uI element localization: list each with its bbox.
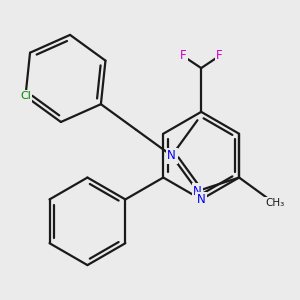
Text: N: N (197, 193, 206, 206)
Text: Cl: Cl (20, 91, 31, 101)
Text: N: N (193, 184, 202, 198)
Text: F: F (179, 49, 186, 62)
Text: F: F (216, 49, 223, 62)
Text: N: N (167, 149, 176, 162)
Text: CH₃: CH₃ (265, 198, 284, 208)
